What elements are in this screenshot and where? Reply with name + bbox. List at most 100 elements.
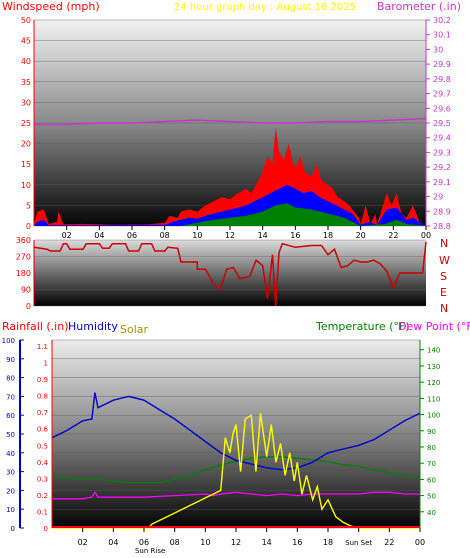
barometer-tick-label: 29.7 xyxy=(433,90,451,99)
temperature-tick-label: 120 xyxy=(427,379,440,387)
rainfall-tick-label: 0.9 xyxy=(37,376,48,384)
temperature-legend: Temperature (°F) xyxy=(315,320,410,333)
climate-x-tick-label: 04 xyxy=(108,538,118,547)
rainfall-tick-label: 0.3 xyxy=(37,475,48,483)
wind-x-tick-label: 12 xyxy=(225,231,235,240)
wind-x-tick-label: 20 xyxy=(356,231,366,240)
barometer-tick-label: 29.6 xyxy=(433,104,451,113)
temperature-line xyxy=(51,456,421,484)
humidity-tick-label: 40 xyxy=(6,450,15,458)
climate-x-tick-label: 10 xyxy=(200,538,210,547)
humidity-legend: Humidity xyxy=(68,320,118,333)
temperature-tick-label: 70 xyxy=(427,460,436,468)
wind-y-tick-label: 5 xyxy=(26,201,31,210)
wind-y-tick-label: 25 xyxy=(21,119,31,128)
windspeed-axis-title: Windspeed (mph) xyxy=(2,0,100,13)
temperature-tick-label: 80 xyxy=(427,444,436,452)
wind-y-tick-label: 15 xyxy=(21,160,31,169)
climate-x-tick-label: 18 xyxy=(323,538,333,547)
barometer-tick-label: 29.9 xyxy=(433,60,451,69)
direction-y-tick-label: 270 xyxy=(16,253,31,262)
climate-x-tick-label: 02 xyxy=(78,538,88,547)
climate-x-tick-label: 14 xyxy=(262,538,272,547)
wind-x-tick-label: 14 xyxy=(258,231,268,240)
wind-x-tick-label: 08 xyxy=(160,231,170,240)
temperature-tick-label: 60 xyxy=(427,476,436,484)
climate-x-tick-label: 08 xyxy=(170,538,180,547)
barometer-tick-label: 29.5 xyxy=(433,119,451,128)
direction-y-tick-label: 90 xyxy=(21,286,31,295)
humidity-tick-label: 10 xyxy=(6,506,15,514)
humidity-tick-label: 60 xyxy=(6,412,15,420)
temperature-tick-label: 40 xyxy=(427,509,436,517)
wind-x-tick-label: 02 xyxy=(62,231,72,240)
wind-y-tick-label: 30 xyxy=(21,98,31,107)
compass-label-w: W xyxy=(439,254,450,267)
direction-y-tick-label: 180 xyxy=(16,269,31,278)
barometer-tick-label: 29.2 xyxy=(433,163,451,172)
wind-direction-line xyxy=(33,241,427,307)
solar-line xyxy=(52,413,420,529)
barometer-tick-label: 28.8 xyxy=(433,222,451,231)
barometer-axis-title: Barometer (.in) xyxy=(377,0,461,13)
climate-x-tick-label: 00 xyxy=(415,538,425,547)
dewpoint-legend: Dew Point (°F) xyxy=(398,320,470,333)
rainfall-tick-label: 0.6 xyxy=(37,426,49,434)
barometer-tick-label: 30.2 xyxy=(433,16,451,25)
rainfall-tick-label: 0.2 xyxy=(37,492,48,500)
rainfall-legend: Rainfall (.in) xyxy=(2,320,69,333)
humidity-tick-label: 0 xyxy=(11,525,15,533)
humidity-tick-label: 80 xyxy=(6,375,15,383)
wind-x-tick-label: 06 xyxy=(127,231,137,240)
wind-y-tick-label: 40 xyxy=(21,57,31,66)
humidity-tick-label: 90 xyxy=(6,356,15,364)
rainfall-tick-label: 0.8 xyxy=(37,393,48,401)
wind-x-tick-label: 04 xyxy=(94,231,104,240)
rainfall-tick-label: 0.4 xyxy=(37,459,49,467)
climate-x-tick-label: Sun Set xyxy=(345,539,372,547)
sunrise-label: Sun Rise xyxy=(135,547,165,554)
wind-x-tick-label: 16 xyxy=(290,231,300,240)
barometer-tick-label: 29.4 xyxy=(433,134,451,143)
wind-y-tick-label: 20 xyxy=(21,140,31,149)
wind-x-tick-label: 18 xyxy=(323,231,333,240)
temperature-tick-label: 50 xyxy=(427,493,436,501)
compass-label-e: E xyxy=(440,286,447,299)
wind-x-tick-label: 10 xyxy=(192,231,202,240)
temperature-tick-label: 100 xyxy=(427,412,440,420)
climate-x-tick-label: 06 xyxy=(139,538,149,547)
barometer-tick-label: 30 xyxy=(433,45,443,54)
rainfall-tick-label: 0 xyxy=(44,525,48,533)
climate-x-tick-label: 22 xyxy=(384,538,394,547)
rainfall-tick-label: 0.7 xyxy=(37,409,48,417)
compass-labels: N W S E N xyxy=(439,237,450,315)
graph-title: 24 hour graph day : August 16 2025 xyxy=(174,2,356,13)
humidity-tick-label: 30 xyxy=(6,469,15,477)
wind-min-area xyxy=(34,203,426,226)
barometer-tick-label: 29.1 xyxy=(433,178,451,187)
humidity-tick-label: 50 xyxy=(6,431,15,439)
wind-y-tick-label: 35 xyxy=(21,78,31,87)
dewpoint-line xyxy=(52,491,420,500)
humidity-tick-label: 70 xyxy=(6,393,15,401)
humidity-line xyxy=(51,392,421,471)
climate-x-tick-label: 16 xyxy=(292,538,302,547)
temperature-tick-label: 90 xyxy=(427,428,436,436)
compass-label-n-bottom: N xyxy=(440,302,448,315)
barometer-tick-label: 29 xyxy=(433,193,443,202)
temperature-tick-label: 110 xyxy=(427,395,440,403)
rainfall-tick-label: 0.1 xyxy=(37,508,48,516)
barometer-tick-label: 30.1 xyxy=(433,31,451,40)
temperature-tick-label: 140 xyxy=(427,347,440,355)
humidity-tick-label: 100 xyxy=(2,337,15,345)
humidity-tick-label: 20 xyxy=(6,487,15,495)
wind-y-tick-label: 0 xyxy=(26,222,31,231)
barometer-tick-label: 28.9 xyxy=(433,207,451,216)
direction-y-tick-label: 360 xyxy=(16,236,31,245)
wind-y-tick-label: 50 xyxy=(21,16,31,25)
compass-label-s: S xyxy=(440,270,447,283)
barometer-line xyxy=(34,117,427,126)
rainfall-tick-label: 1 xyxy=(44,360,48,368)
